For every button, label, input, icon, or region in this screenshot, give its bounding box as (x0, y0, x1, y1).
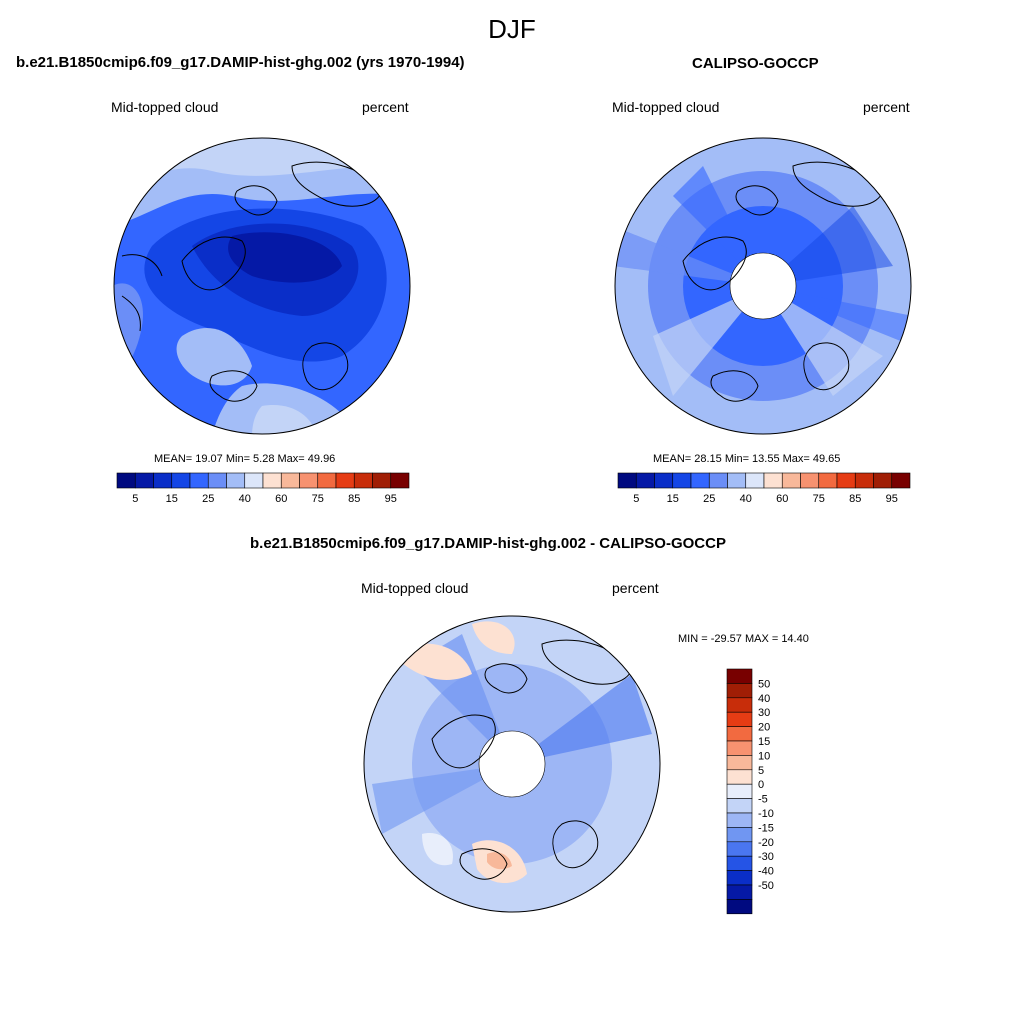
panel1-colorbar-tick-label: 75 (312, 493, 324, 505)
panel3-units-label: percent (612, 580, 659, 596)
panel3-colorbar-tick-label: -30 (758, 851, 774, 863)
panel2-colorbar-swatch (781, 472, 801, 489)
panel2-colorbar-swatch (818, 472, 838, 489)
panel1-colorbar-swatch (317, 472, 337, 489)
panel1-colorbar-swatch (134, 472, 154, 489)
panel1-colorbar-swatch (390, 472, 410, 489)
panel1-polar-map (113, 137, 411, 435)
panel2-colorbar-tick-label: 75 (813, 493, 825, 505)
panel3-colorbar-swatch (726, 755, 753, 771)
panel2-polar-map (614, 137, 912, 435)
panel1-units-label: percent (362, 99, 409, 115)
panel1-colorbar-tick-label: 85 (348, 493, 360, 505)
panel3-variable-label: Mid-topped cloud (361, 580, 469, 596)
panel3-colorbar-swatch (726, 827, 753, 843)
panel2-colorbar-tick-label: 5 (633, 493, 639, 505)
panel2-colorbar-tick-label: 85 (849, 493, 861, 505)
panel2-colorbar-tick-label: 95 (886, 493, 898, 505)
panel2-colorbar-swatch (854, 472, 874, 489)
panel2-colorbar-swatch (672, 472, 692, 489)
panel3-colorbar-tick-label: -15 (758, 822, 774, 834)
panel3-colorbar-swatch (726, 769, 753, 785)
panel2-colorbar-swatch (690, 472, 710, 489)
panel2-colorbar-swatch (745, 472, 765, 489)
panel3-polar-map (363, 615, 661, 913)
panel2-variable-label: Mid-topped cloud (612, 99, 720, 115)
panel3-colorbar-tick-label: 10 (758, 750, 770, 762)
panel1-colorbar-swatch (171, 472, 191, 489)
panel3-colorbar-swatch (726, 884, 753, 900)
panel2-colorbar-swatch (763, 472, 783, 489)
panel1-colorbar-tick-label: 95 (385, 493, 397, 505)
panel2-colorbar-swatch (891, 472, 911, 489)
panel1-colorbar-swatch (116, 472, 136, 489)
panel1-colorbar-swatch (207, 472, 227, 489)
panel2-colorbar-swatch (836, 472, 856, 489)
panel2-colorbar-swatch (708, 472, 728, 489)
panel1-colorbar-tick-label: 25 (202, 493, 214, 505)
panel1-variable-label: Mid-topped cloud (111, 99, 219, 115)
panel3-colorbar-tick-label: 5 (758, 765, 764, 777)
panel3-colorbar-swatch (726, 726, 753, 742)
panel3-colorbar-tick-label: 15 (758, 736, 770, 748)
panel1-colorbar-swatch (189, 472, 209, 489)
panel1-colorbar-swatch (353, 472, 373, 489)
panel1-colorbar-swatch (226, 472, 246, 489)
panel3-colorbar-tick-label: 40 (758, 693, 770, 705)
panel3-title: b.e21.B1850cmip6.f09_g17.DAMIP-hist-ghg.… (250, 535, 726, 552)
panel1-colorbar-tick-label: 15 (166, 493, 178, 505)
panel1-stats: MEAN= 19.07 Min= 5.28 Max= 49.96 (154, 453, 336, 465)
panel3-colorbar-swatch (726, 668, 753, 684)
panel1-title: b.e21.B1850cmip6.f09_g17.DAMIP-hist-ghg.… (16, 54, 465, 71)
panel1-colorbar-swatch (335, 472, 355, 489)
panel3-colorbar-swatch (726, 740, 753, 756)
panel3-colorbar-swatch (726, 841, 753, 857)
panel3-colorbar-swatch (726, 711, 753, 727)
panel3-colorbar-swatch (726, 899, 753, 915)
panel1-colorbar-swatch (280, 472, 300, 489)
panel2-colorbar-tick-label: 15 (667, 493, 679, 505)
panel1-colorbar-tick-label: 40 (239, 493, 251, 505)
panel3-colorbar-tick-label: 50 (758, 678, 770, 690)
panel2-colorbar-tick-label: 25 (703, 493, 715, 505)
panel2-colorbar-swatch (635, 472, 655, 489)
panel1-colorbar-tick-label: 5 (132, 493, 138, 505)
panel2-colorbar-swatch (617, 472, 637, 489)
panel3-colorbar-swatch (726, 798, 753, 814)
panel2-colorbar-tick-label: 60 (776, 493, 788, 505)
panel1-colorbar: 5 15 25 40 60 75 85 95 (116, 472, 410, 505)
panel3-colorbar-tick-label: -20 (758, 837, 774, 849)
panel1-colorbar-swatch (244, 472, 264, 489)
panel3-colorbar-tick-label: -10 (758, 808, 774, 820)
figure-title: DJF (488, 14, 536, 44)
panel1-colorbar-swatch (153, 472, 173, 489)
panel3-colorbar-swatch (726, 783, 753, 799)
panel3-colorbar-tick-label: -40 (758, 866, 774, 878)
panel2-title: CALIPSO-GOCCP (692, 55, 819, 72)
panel3-colorbar-swatch (726, 855, 753, 871)
panel3-colorbar-tick-label: -50 (758, 880, 774, 892)
panel3-colorbar-swatch (726, 870, 753, 886)
panel2-units-label: percent (863, 99, 910, 115)
panel1-colorbar-swatch (262, 472, 282, 489)
panel3-stats: MIN = -29.57 MAX = 14.40 (678, 633, 809, 645)
panel1-colorbar-swatch (299, 472, 319, 489)
panel3-colorbar-swatch (726, 697, 753, 713)
panel1-colorbar-swatch (372, 472, 392, 489)
panel3-colorbar-tick-label: 20 (758, 722, 770, 734)
panel2-colorbar-tick-label: 40 (740, 493, 752, 505)
panel1-colorbar-tick-label: 60 (275, 493, 287, 505)
panel3-colorbar-swatch (726, 812, 753, 828)
panel3-colorbar-tick-label: -5 (758, 794, 768, 806)
panel2-colorbar-swatch (800, 472, 820, 489)
panel2-colorbar-swatch (727, 472, 747, 489)
panel3-colorbar-swatch (726, 683, 753, 699)
panel2-colorbar: 5 15 25 40 60 75 85 95 (617, 472, 911, 505)
panel2-stats: MEAN= 28.15 Min= 13.55 Max= 49.65 (653, 453, 841, 465)
panel2-colorbar-swatch (873, 472, 893, 489)
panel2-colorbar-swatch (654, 472, 674, 489)
panel3-colorbar-tick-label: 0 (758, 779, 764, 791)
panel3-colorbar-tick-label: 30 (758, 707, 770, 719)
